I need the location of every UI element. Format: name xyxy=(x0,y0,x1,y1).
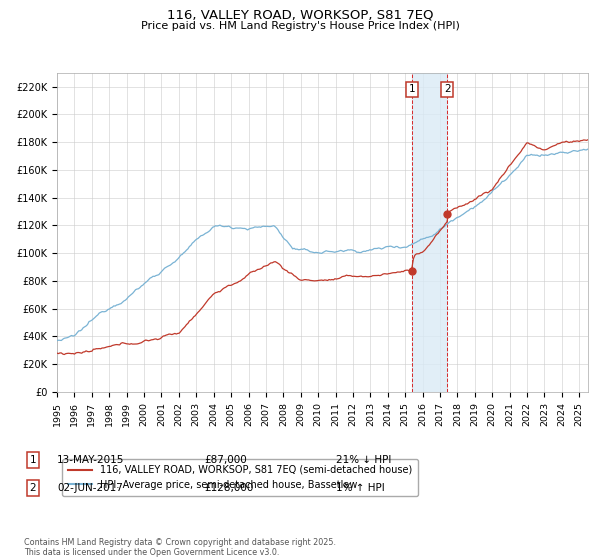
Text: £87,000: £87,000 xyxy=(204,455,247,465)
Text: 1: 1 xyxy=(29,455,37,465)
Text: Price paid vs. HM Land Registry's House Price Index (HPI): Price paid vs. HM Land Registry's House … xyxy=(140,21,460,31)
Text: 2: 2 xyxy=(29,483,37,493)
Text: 1% ↑ HPI: 1% ↑ HPI xyxy=(336,483,385,493)
Text: 02-JUN-2017: 02-JUN-2017 xyxy=(57,483,123,493)
Legend: 116, VALLEY ROAD, WORKSOP, S81 7EQ (semi-detached house), HPI: Average price, se: 116, VALLEY ROAD, WORKSOP, S81 7EQ (semi… xyxy=(62,459,418,496)
Text: 2: 2 xyxy=(444,85,451,95)
Text: 13-MAY-2015: 13-MAY-2015 xyxy=(57,455,124,465)
Text: Contains HM Land Registry data © Crown copyright and database right 2025.
This d: Contains HM Land Registry data © Crown c… xyxy=(24,538,336,557)
Text: 116, VALLEY ROAD, WORKSOP, S81 7EQ: 116, VALLEY ROAD, WORKSOP, S81 7EQ xyxy=(167,8,433,21)
Text: 1: 1 xyxy=(409,85,415,95)
Bar xyxy=(412,73,448,392)
Text: £128,000: £128,000 xyxy=(204,483,253,493)
Text: 21% ↓ HPI: 21% ↓ HPI xyxy=(336,455,391,465)
